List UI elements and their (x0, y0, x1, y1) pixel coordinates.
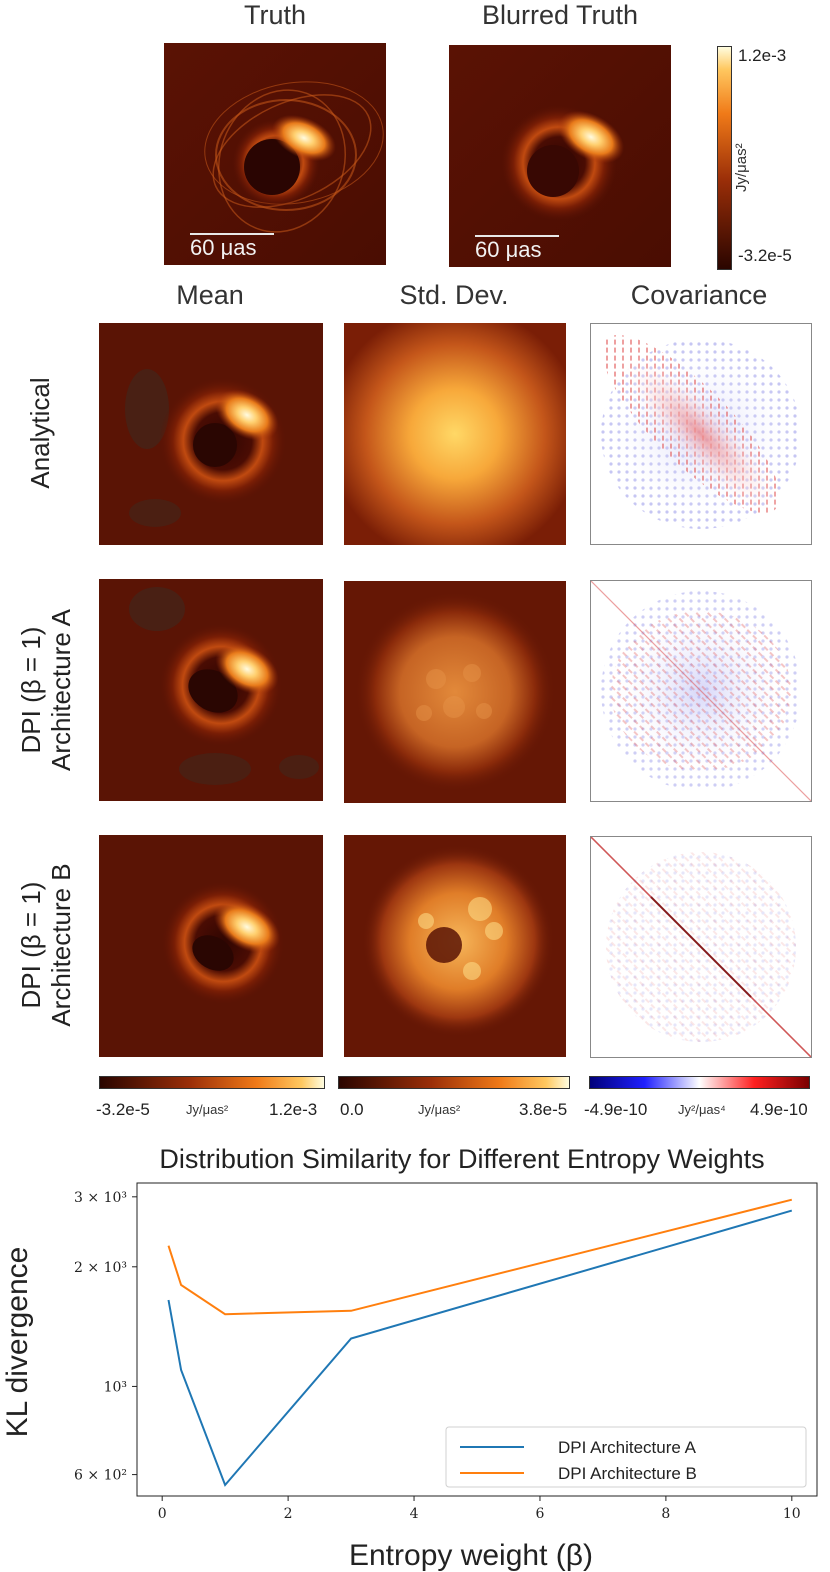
blurred-truth-image: 60 μas (449, 45, 671, 267)
y-axis-label: KL divergence (1, 1247, 34, 1438)
blurred-truth-title: Blurred Truth (481, 0, 639, 30)
dpi-a-mean (99, 579, 323, 801)
mean-colorbar-unit: Jy/μas² (186, 1102, 229, 1117)
y-tick-label: 10³ (104, 1379, 127, 1395)
top-colorbar-min: -3.2e-5 (738, 246, 792, 265)
top-colorbar-max: 1.2e-3 (738, 46, 787, 65)
analytical-mean (99, 323, 323, 545)
std-colorbar-unit: Jy/μas² (418, 1102, 461, 1117)
std-colorbar (338, 1076, 570, 1089)
top-colorbar (717, 46, 732, 270)
x-axis-label: Entropy weight (β) (349, 1539, 593, 1572)
std-colorbar-min: 0.0 (340, 1100, 364, 1119)
x-tick-label: 2 (284, 1506, 293, 1522)
series-lines (167, 1198, 793, 1487)
top-colorbar-unit: Jy/μas² (733, 143, 750, 192)
series-line-b (167, 1198, 793, 1316)
column-title-mean: Mean (176, 280, 244, 310)
analytical-covariance (590, 323, 812, 545)
truth-scalebar-label: 60 μas (190, 235, 257, 260)
x-tick-label: 6 (536, 1506, 545, 1522)
mean-colorbar-max: 1.2e-3 (269, 1100, 318, 1119)
covariance-colorbar-min: -4.9e-10 (584, 1100, 648, 1119)
x-axis-ticks: 0 2 4 6 8 10 (158, 1496, 801, 1522)
plot-area (136, 1182, 818, 1497)
legend-label: DPI Architecture B (558, 1464, 697, 1483)
truth-title: Truth (243, 0, 306, 30)
covariance-colorbar-max: 4.9e-10 (750, 1100, 808, 1119)
covariance-colorbar-unit: Jy²/μas⁴ (678, 1102, 726, 1117)
y-tick-label: 3 × 10³ (74, 1190, 127, 1206)
blurred-scalebar (475, 235, 559, 237)
blurred-scalebar-label: 60 μas (475, 237, 542, 262)
row-label-dpi-b-line1: DPI (β = 1) (16, 881, 46, 1009)
x-tick-label: 10 (783, 1506, 801, 1522)
legend-label: DPI Architecture A (558, 1438, 697, 1457)
truth-image: 60 μas (164, 43, 386, 265)
std-colorbar-max: 3.8e-5 (519, 1100, 568, 1119)
analytical-std (344, 323, 566, 545)
x-tick-label: 0 (158, 1506, 167, 1522)
kl-divergence-chart: Distribution Similarity for Different En… (1, 1144, 818, 1572)
chart-title: Distribution Similarity for Different En… (159, 1144, 764, 1174)
row-label-dpi-a-line1: DPI (β = 1) (16, 626, 46, 754)
x-tick-label: 8 (661, 1506, 670, 1522)
mean-colorbar-min: -3.2e-5 (96, 1100, 150, 1119)
column-title-covariance: Covariance (630, 280, 768, 310)
row-label-dpi-b-line2: Architecture B (46, 863, 76, 1027)
row-label-dpi-b: DPI (β = 1) Architecture B (16, 834, 76, 1056)
y-tick-label: 6 × 10² (74, 1468, 127, 1484)
legend: DPI Architecture A DPI Architecture B (460, 1438, 697, 1483)
mean-colorbar (99, 1076, 325, 1089)
legend-box (445, 1426, 807, 1488)
column-title-std: Std. Dev. (399, 280, 509, 310)
dpi-b-mean (99, 835, 323, 1057)
row-label-dpi-a: DPI (β = 1) Architecture A (16, 579, 76, 801)
dpi-b-std (344, 835, 566, 1057)
y-tick-label: 2 × 10³ (74, 1260, 127, 1276)
covariance-colorbar (589, 1076, 810, 1089)
dpi-a-covariance (590, 580, 812, 802)
row-label-dpi-a-line2: Architecture A (46, 609, 76, 771)
row-label-analytical: Analytical (25, 377, 55, 489)
x-tick-label: 4 (410, 1506, 419, 1522)
dpi-b-covariance (590, 836, 812, 1058)
dpi-a-std (344, 581, 566, 803)
series-line-a (167, 1209, 793, 1487)
truth-scalebar (190, 233, 274, 235)
y-axis-ticks: 6 × 10² 10³ 2 × 10³ 3 × 10³ (74, 1190, 137, 1484)
